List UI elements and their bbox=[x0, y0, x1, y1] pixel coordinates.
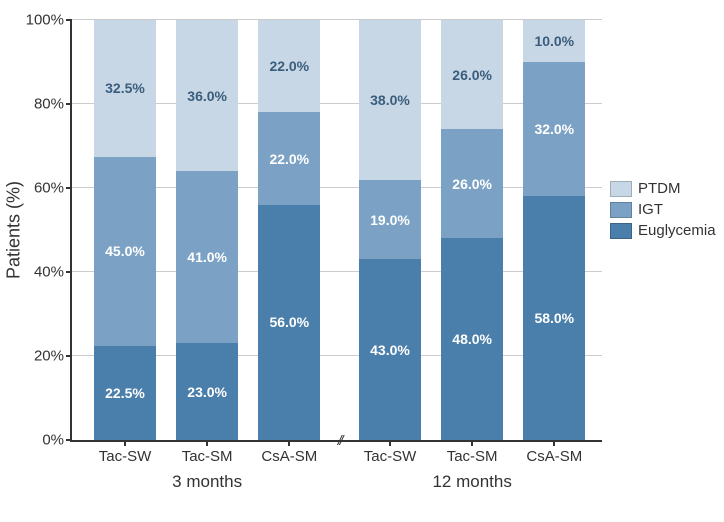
segment-value-label: 48.0% bbox=[452, 331, 492, 347]
bar-segment-ptdm: 10.0% bbox=[523, 20, 585, 62]
y-tick-label: 0% bbox=[42, 432, 72, 449]
bar-segment-igt: 19.0% bbox=[359, 180, 421, 260]
legend-item: PTDM bbox=[610, 180, 716, 197]
bar-segment-euglycemia: 58.0% bbox=[523, 196, 585, 440]
segment-value-label: 45.0% bbox=[105, 243, 145, 259]
y-tick-label: 100% bbox=[26, 12, 72, 29]
legend-swatch bbox=[610, 223, 632, 239]
segment-value-label: 26.0% bbox=[452, 67, 492, 83]
bar: 56.0% 22.0% 22.0% bbox=[258, 20, 320, 440]
x-category-label: CsA-SM bbox=[526, 440, 582, 465]
y-tick-label: 40% bbox=[34, 264, 72, 281]
bar-segment-ptdm: 22.0% bbox=[258, 20, 320, 112]
bar-segment-igt: 32.0% bbox=[523, 62, 585, 196]
x-category-label: Tac-SW bbox=[364, 440, 417, 465]
legend-swatch bbox=[610, 181, 632, 197]
bar-segment-euglycemia: 22.5% bbox=[94, 346, 156, 441]
y-tick-label: 60% bbox=[34, 180, 72, 197]
legend-label: Euglycemia bbox=[638, 222, 716, 239]
bar: 23.0% 41.0% 36.0% bbox=[176, 20, 238, 440]
segment-value-label: 22.0% bbox=[269, 58, 309, 74]
segment-value-label: 22.0% bbox=[269, 151, 309, 167]
bar-segment-euglycemia: 48.0% bbox=[441, 238, 503, 440]
bar-segment-ptdm: 32.5% bbox=[94, 20, 156, 157]
bar: 43.0% 19.0% 38.0% bbox=[359, 20, 421, 440]
plot-area: 0%20%40%60%80%100%22.5%45.0%32.5%Tac-SW2… bbox=[70, 20, 602, 442]
legend-item: Euglycemia bbox=[610, 222, 716, 239]
legend-item: IGT bbox=[610, 201, 716, 218]
y-tick-label: 80% bbox=[34, 96, 72, 113]
segment-value-label: 41.0% bbox=[187, 249, 227, 265]
bar: 48.0% 26.0% 26.0% bbox=[441, 20, 503, 440]
group-label: 3 months bbox=[172, 440, 242, 492]
bar-segment-euglycemia: 56.0% bbox=[258, 205, 320, 440]
x-category-label: Tac-SW bbox=[99, 440, 152, 465]
segment-value-label: 26.0% bbox=[452, 176, 492, 192]
legend-label: IGT bbox=[638, 201, 663, 218]
group-label: 12 months bbox=[432, 440, 511, 492]
segment-value-label: 38.0% bbox=[370, 92, 410, 108]
segment-value-label: 22.5% bbox=[105, 385, 145, 401]
segment-value-label: 43.0% bbox=[370, 342, 410, 358]
segment-value-label: 36.0% bbox=[187, 88, 227, 104]
segment-value-label: 58.0% bbox=[534, 310, 574, 326]
segment-value-label: 23.0% bbox=[187, 384, 227, 400]
bar-segment-igt: 45.0% bbox=[94, 157, 156, 346]
bar-segment-ptdm: 38.0% bbox=[359, 20, 421, 180]
segment-value-label: 19.0% bbox=[370, 212, 410, 228]
bar-segment-ptdm: 26.0% bbox=[441, 20, 503, 129]
chart-container: Patients (%) 0% 20% 40% 60% 80% 100% 22.5% 45.0… bbox=[0, 0, 724, 522]
bar-segment-igt: 26.0% bbox=[441, 129, 503, 238]
legend-label: PTDM bbox=[638, 180, 681, 197]
segment-value-label: 56.0% bbox=[269, 314, 309, 330]
bar-segment-euglycemia: 23.0% bbox=[176, 343, 238, 440]
legend: PTDM IGT Euglycemia bbox=[610, 180, 716, 243]
bar: 22.5% 45.0% 32.5% bbox=[94, 20, 156, 440]
bar-segment-euglycemia: 43.0% bbox=[359, 259, 421, 440]
legend-swatch bbox=[610, 202, 632, 218]
bar-segment-igt: 22.0% bbox=[258, 112, 320, 204]
segment-value-label: 32.0% bbox=[534, 121, 574, 137]
y-axis-title: Patients (%) bbox=[4, 181, 25, 279]
bar-segment-ptdm: 36.0% bbox=[176, 20, 238, 171]
y-tick-label: 20% bbox=[34, 348, 72, 365]
x-category-label: CsA-SM bbox=[261, 440, 317, 465]
segment-value-label: 32.5% bbox=[105, 80, 145, 96]
bar-segment-igt: 41.0% bbox=[176, 171, 238, 343]
bar: 58.0% 32.0% 10.0% bbox=[523, 20, 585, 440]
axis-break-icon: // bbox=[338, 432, 342, 448]
segment-value-label: 10.0% bbox=[534, 33, 574, 49]
